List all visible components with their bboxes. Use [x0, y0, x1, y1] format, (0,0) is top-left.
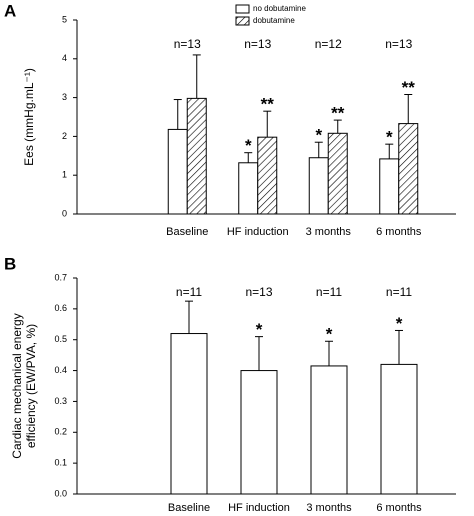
bar [257, 136, 278, 215]
legend-swatch [235, 4, 250, 14]
bar [310, 365, 348, 495]
x-tick-label: Baseline [168, 502, 210, 514]
y-axis-label: Cardiac mechanical energyefficiency (EW/… [10, 313, 38, 458]
bar [240, 370, 278, 495]
n-label: n=13 [245, 285, 272, 299]
significance-label: ** [402, 78, 416, 97]
legend-label: no dobutamine [253, 4, 306, 13]
y-tick-label: 0.3 [54, 396, 67, 406]
x-tick-label: HF induction [227, 226, 289, 238]
n-label: n=12 [315, 37, 342, 51]
n-label: n=13 [244, 37, 271, 51]
bar [170, 333, 208, 495]
significance-label: * [315, 126, 322, 145]
bar [398, 123, 419, 215]
y-tick-label: 0 [62, 208, 67, 218]
significance-label: * [386, 128, 393, 147]
bar [380, 363, 418, 495]
significance-label: ** [261, 95, 275, 114]
x-tick-label: HF induction [228, 502, 290, 514]
y-tick-label: 1 [62, 170, 67, 180]
n-label: n=13 [385, 37, 412, 51]
y-tick-label: 2 [62, 131, 67, 141]
y-axis-label: Ees (mmHg.mL⁻¹) [22, 68, 36, 166]
y-tick-label: 0.0 [54, 488, 67, 498]
n-label: n=13 [174, 37, 201, 51]
y-tick-label: 5 [62, 14, 67, 24]
bar [327, 132, 348, 215]
bar [308, 157, 329, 215]
significance-label: * [326, 325, 333, 344]
significance-label: * [256, 320, 263, 339]
y-tick-label: 0.1 [54, 458, 67, 468]
bar [379, 158, 400, 215]
x-tick-label: 6 months [376, 502, 422, 514]
x-tick-label: Baseline [166, 226, 208, 238]
y-tick-label: 0.6 [54, 303, 67, 313]
y-axis-label-line: Cardiac mechanical energy [10, 313, 24, 458]
y-axis-label-line: efficiency (EW/PVA, %) [24, 324, 38, 448]
significance-label: * [396, 314, 403, 333]
y-tick-label: 0.7 [54, 272, 67, 282]
y-tick-label: 3 [62, 92, 67, 102]
bar [167, 128, 188, 215]
panel-label: B [4, 254, 16, 273]
y-tick-label: 0.2 [54, 427, 67, 437]
x-tick-label: 3 months [306, 502, 352, 514]
y-tick-label: 4 [62, 53, 67, 63]
legend-swatch [235, 16, 250, 26]
significance-label: * [245, 136, 252, 155]
n-label: n=11 [386, 285, 412, 299]
y-tick-label: 0.5 [54, 334, 67, 344]
x-tick-label: 6 months [376, 226, 422, 238]
n-label: n=11 [176, 285, 202, 299]
bar [238, 162, 259, 215]
n-label: n=11 [316, 285, 342, 299]
x-tick-label: 3 months [306, 226, 352, 238]
significance-label: ** [331, 104, 345, 123]
legend-label: dobutamine [253, 16, 295, 25]
y-tick-label: 0.4 [54, 365, 67, 375]
panel-label: A [4, 1, 16, 20]
bar [186, 97, 207, 215]
